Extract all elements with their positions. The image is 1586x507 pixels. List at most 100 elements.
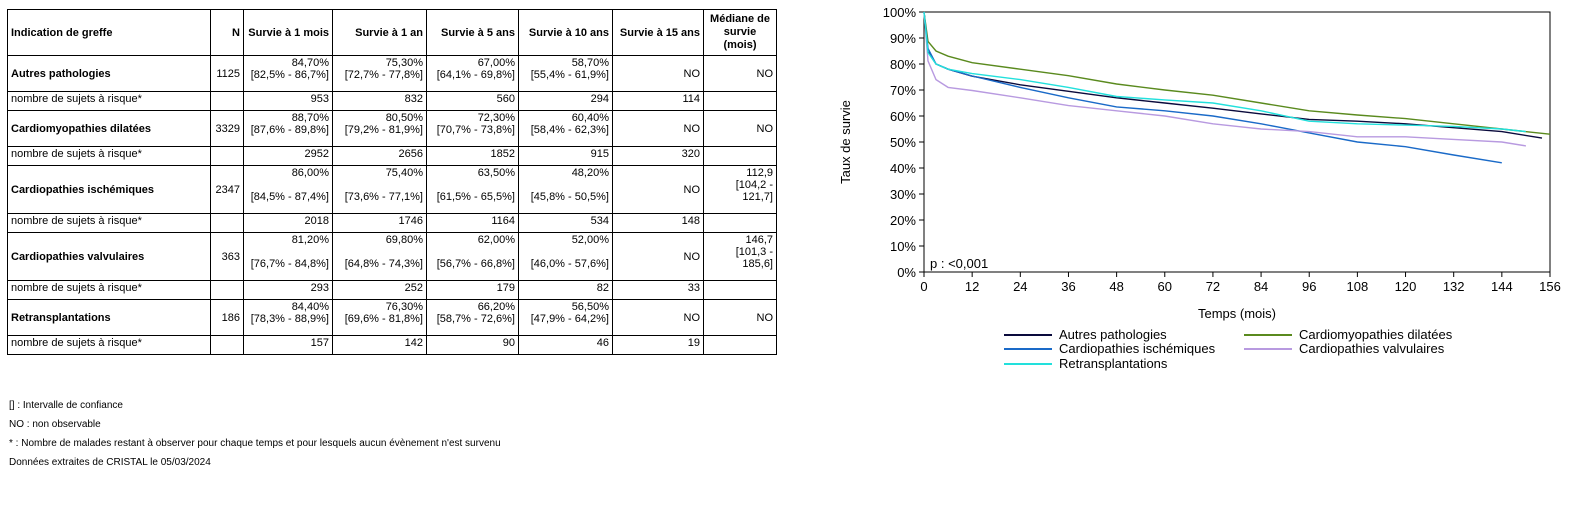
median-cell: NO: [703, 110, 777, 147]
risk-count: 2018: [243, 213, 333, 233]
y-tick-label: 50%: [890, 135, 916, 150]
survival-cell: 88,70% [87,6% - 89,8%]: [243, 110, 333, 147]
survival-cell: 66,20% [58,7% - 72,6%]: [426, 299, 519, 336]
y-tick-label: 70%: [890, 83, 916, 98]
risk-count: 252: [332, 280, 427, 300]
legend-label: Retransplantations: [1059, 356, 1168, 371]
table-row: Cardiopathies ischémiques 2347 86,00% [84,5…: [7, 165, 777, 214]
survival-cell: 84,70% [82,5% - 86,7%]: [243, 55, 333, 92]
survival-cell: 72,30% [70,7% - 73,8%]: [426, 110, 519, 147]
confidence-interval: [58,4% - 62,3%]: [530, 124, 609, 136]
x-tick-label: 60: [1158, 279, 1172, 294]
risk-count: 534: [518, 213, 613, 233]
y-tick-label: 80%: [890, 57, 916, 72]
group-n: 186: [210, 299, 244, 336]
survival-cell: 75,30% [72,7% - 77,8%]: [332, 55, 427, 92]
risk-count: 293: [243, 280, 333, 300]
risk-count: 90: [426, 335, 519, 355]
header-n: N: [210, 9, 244, 56]
header-1-month: Survie à 1 mois: [243, 9, 333, 56]
survival-cell: 76,30% [69,6% - 81,8%]: [332, 299, 427, 336]
risk-count: 46: [518, 335, 613, 355]
risk-count: 114: [612, 91, 704, 111]
x-tick-label: 12: [965, 279, 979, 294]
table-row: Retransplantations 186 84,40% [78,3% - 88,9…: [7, 299, 777, 336]
survival-cell: 69,80% [64,8% - 74,3%]: [332, 232, 427, 281]
risk-row: nombre de sujets à risque* 2952 2656 1852 91…: [7, 146, 777, 166]
y-tick-label: 100%: [883, 5, 917, 20]
table-row: Autres pathologies 1125 84,70% [82,5% - 86,…: [7, 55, 777, 92]
confidence-interval: [56,7% - 66,8%]: [436, 258, 515, 270]
survival-cell: 60,40% [58,4% - 62,3%]: [518, 110, 613, 147]
confidence-interval: [72,7% - 77,8%]: [344, 69, 423, 81]
confidence-interval: [79,2% - 81,9%]: [344, 124, 423, 136]
empty-cell: [210, 91, 244, 111]
x-tick-label: 84: [1254, 279, 1268, 294]
confidence-interval: [58,7% - 72,6%]: [436, 313, 515, 325]
confidence-interval: [64,1% - 69,8%]: [436, 69, 515, 81]
x-axis-label: Temps (mois): [1198, 306, 1276, 321]
header-10-years: Survie à 10 ans: [518, 9, 613, 56]
confidence-interval: [87,6% - 89,8%]: [250, 124, 329, 136]
confidence-interval: [61,5% - 65,5%]: [436, 191, 515, 203]
risk-count: 33: [612, 280, 704, 300]
x-tick-label: 36: [1061, 279, 1075, 294]
empty-cell: [703, 280, 777, 300]
survival-cell: 56,50% [47,9% - 64,2%]: [518, 299, 613, 336]
legend-label: Cardiomyopathies dilatées: [1299, 327, 1453, 342]
risk-count: 142: [332, 335, 427, 355]
legend-label: Cardiopathies ischémiques: [1059, 341, 1216, 356]
survival-estimate: 86,00%: [291, 167, 329, 179]
survival-cell: NO: [612, 110, 704, 147]
survival-cell: 86,00% [84,5% - 87,4%]: [243, 165, 333, 214]
survival-cell: 58,70% [55,4% - 61,9%]: [518, 55, 613, 92]
risk-row: nombre de sujets à risque* 953 832 560 294 11…: [7, 91, 777, 111]
median-estimate: 112,9: [746, 167, 773, 179]
confidence-interval: [82,5% - 86,7%]: [250, 69, 329, 81]
plot-frame: [923, 11, 1551, 273]
survival-cell: NO: [612, 232, 704, 281]
risk-count: 320: [612, 146, 704, 166]
survival-estimate: 67,00%: [477, 57, 515, 69]
header-median: Médiane de survie (mois): [703, 9, 777, 56]
risk-count: 915: [518, 146, 613, 166]
survival-table: Indication de greffe N Survie à 1 mois S…: [7, 9, 777, 355]
median-ci: [101,3 - 185,6]: [735, 246, 773, 270]
x-tick-label: 24: [1013, 279, 1027, 294]
legend-label: Cardiopathies valvulaires: [1299, 341, 1445, 356]
risk-label: nombre de sujets à risque*: [7, 213, 211, 233]
risk-count: 148: [612, 213, 704, 233]
p-value-annotation: p : <0,001: [930, 256, 988, 271]
note-ci: [] : Intervalle de confiance: [9, 400, 123, 411]
survival-cell: 62,00% [56,7% - 66,8%]: [426, 232, 519, 281]
header-5-years: Survie à 5 ans: [426, 9, 519, 56]
survival-estimate: 52,00%: [571, 234, 609, 246]
risk-count: 832: [332, 91, 427, 111]
group-n: 363: [210, 232, 244, 281]
note-no: NO : non observable: [9, 419, 101, 430]
survival-estimate: 75,30%: [385, 57, 423, 69]
risk-count: 1164: [426, 213, 519, 233]
survival-cell: NO: [612, 165, 704, 214]
confidence-interval: [69,6% - 81,8%]: [344, 313, 423, 325]
x-tick-label: 108: [1347, 279, 1369, 294]
x-tick-label: 0: [920, 279, 927, 294]
median-ci: [104,2 - 121,7]: [735, 179, 773, 203]
risk-label: nombre de sujets à risque*: [7, 335, 211, 355]
y-tick-label: 0%: [897, 265, 916, 280]
risk-label: nombre de sujets à risque*: [7, 146, 211, 166]
confidence-interval: [84,5% - 87,4%]: [250, 191, 329, 203]
y-tick-label: 90%: [890, 31, 916, 46]
risk-row: nombre de sujets à risque* 293 252 179 82 33: [7, 280, 777, 300]
survival-cell: 63,50% [61,5% - 65,5%]: [426, 165, 519, 214]
median-estimate: 146,7: [745, 234, 773, 246]
survival-estimate: 66,20%: [477, 301, 515, 313]
y-tick-label: 60%: [890, 109, 916, 124]
survival-estimate: 75,40%: [385, 167, 423, 179]
y-axis-label: Taux de survie: [838, 100, 853, 184]
group-n: 2347: [210, 165, 244, 214]
survival-estimate: 58,70%: [571, 57, 609, 69]
confidence-interval: [46,0% - 57,6%]: [530, 258, 609, 270]
note-source: Données extraites de CRISTAL le 05/03/20…: [9, 457, 211, 468]
confidence-interval: [55,4% - 61,9%]: [530, 69, 609, 81]
